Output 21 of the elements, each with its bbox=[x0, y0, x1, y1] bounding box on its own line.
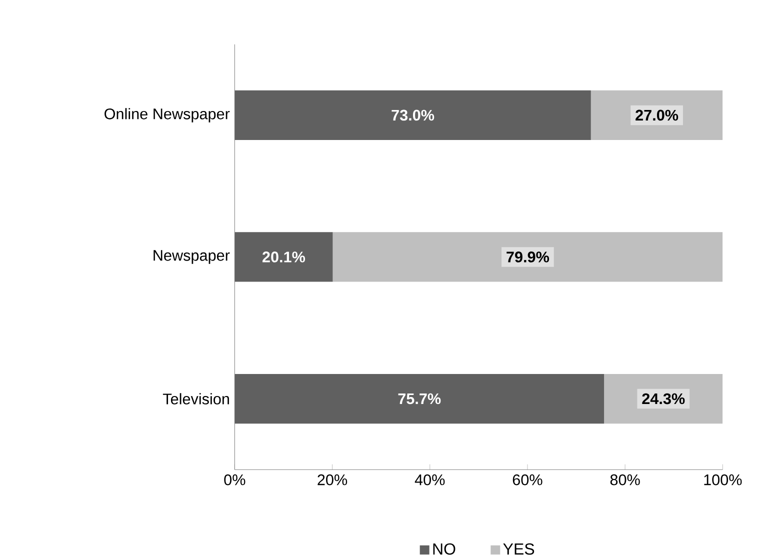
bar bbox=[234, 90, 591, 140]
y-tick-label: Television bbox=[162, 393, 229, 404]
legend-label: NO bbox=[433, 543, 456, 555]
bar bbox=[234, 232, 333, 282]
bar bbox=[332, 232, 723, 282]
x-tick-label: 20% bbox=[318, 474, 348, 486]
data-label: 27.0% bbox=[636, 110, 678, 121]
data-label: 73.0% bbox=[392, 110, 434, 121]
data-label: 24.3% bbox=[642, 393, 685, 404]
x-tick-label: 80% bbox=[610, 474, 640, 486]
x-tick-label: 0% bbox=[224, 474, 246, 486]
y-tick-label: Newspaper bbox=[154, 250, 230, 264]
y-tick-label: Online Newspaper bbox=[104, 108, 230, 122]
bar bbox=[234, 374, 604, 424]
x-tick-label: 60% bbox=[512, 474, 542, 486]
data-label: 75.7% bbox=[398, 393, 441, 404]
data-label: 20.1% bbox=[262, 252, 306, 262]
data-label: 79.9% bbox=[506, 252, 550, 262]
x-tick-label: 100% bbox=[704, 474, 742, 486]
x-tick-label: 40% bbox=[414, 474, 445, 486]
legend-label: YES bbox=[503, 543, 534, 555]
